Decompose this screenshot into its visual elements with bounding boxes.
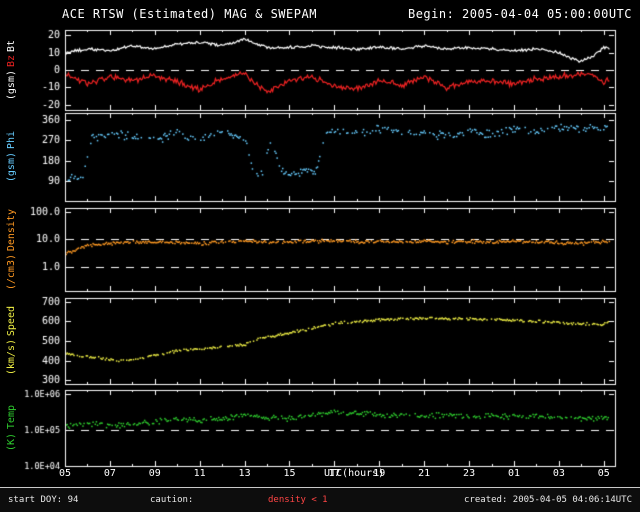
y-axis-word: Density (6, 208, 17, 252)
x-tick-label: 09 (148, 468, 161, 479)
title-row: ACE RTSW (Estimated) MAG & SWEPAM Begin:… (62, 7, 632, 21)
y-axis-label-temp: Temp (K) (2, 390, 22, 466)
x-tick-label: 11 (193, 468, 206, 479)
y-axis-word: Speed (6, 306, 17, 337)
start-doy-label: start DOY: 94 (8, 495, 79, 505)
x-tick-label: 15 (283, 468, 296, 479)
y-axis-word: (K) (6, 432, 17, 451)
x-tick-label: 13 (238, 468, 251, 479)
x-tick-label: 19 (373, 468, 386, 479)
x-tick-label: 21 (418, 468, 431, 479)
y-axis-word: (km/s) (6, 339, 17, 376)
y-axis-word: Temp (6, 405, 17, 430)
y-axis-label-speed: Speed (km/s) (2, 298, 22, 384)
created-timestamp: created: 2005-04-05 04:06:14UTC (464, 495, 632, 505)
x-tick-label: 17 (328, 468, 341, 479)
begin-timestamp: Begin: 2005-04-04 05:00:00UTC (407, 7, 632, 21)
x-tick-label: 07 (103, 468, 116, 479)
caution-label: caution: (150, 495, 194, 505)
footer-bar: start DOY: 94 caution: density < 1 creat… (0, 487, 640, 512)
plot-title: ACE RTSW (Estimated) MAG & SWEPAM (62, 7, 317, 21)
y-axis-word: Phi (6, 131, 17, 150)
y-axis-label-density: Density (/cm3) (2, 208, 22, 291)
y-axis-label-mag: Bt Bz (gsm) (2, 30, 22, 110)
y-axis-label-phi: Phi (gsm) (2, 113, 22, 201)
caution-value: density < 1 (268, 495, 328, 505)
y-axis-word: Bz (6, 54, 17, 67)
x-tick-label: 05 (58, 468, 72, 479)
y-axis-word: (gsm) (6, 152, 17, 183)
x-tick-label: 05 (597, 468, 610, 479)
y-axis-word: (/cm3) (6, 254, 17, 291)
x-tick-label: 01 (507, 468, 520, 479)
y-axis-word: (gsm) (6, 69, 17, 101)
x-axis-label: UTC(hours) (324, 468, 385, 479)
x-tick-label: 03 (552, 468, 565, 479)
y-axis-word: Bt (6, 39, 17, 52)
x-tick-label: 23 (463, 468, 476, 479)
